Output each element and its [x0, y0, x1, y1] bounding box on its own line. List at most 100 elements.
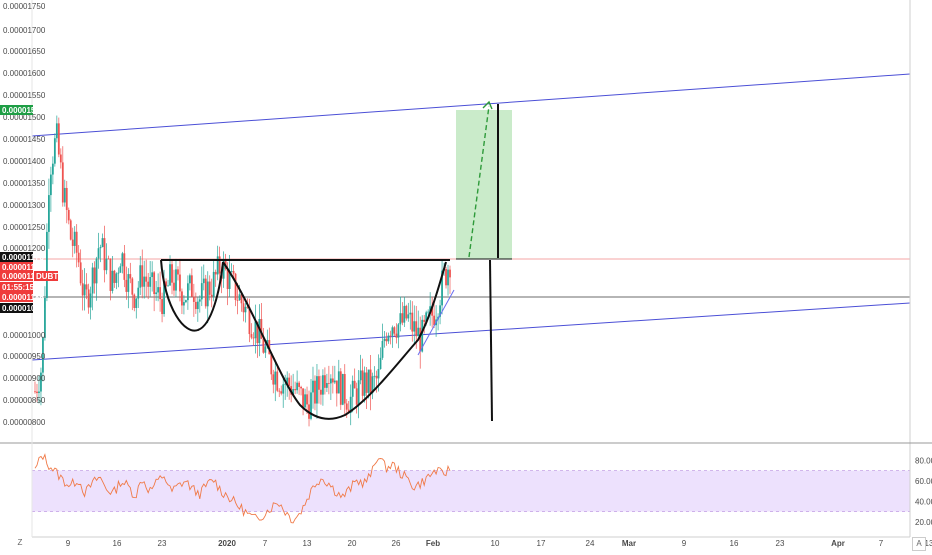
candle-body: [153, 272, 156, 295]
a-button[interactable]: A: [912, 537, 926, 551]
candle-body: [339, 371, 342, 405]
candle-body: [69, 220, 72, 240]
candle-body: [149, 277, 152, 287]
candle-body: [38, 391, 40, 394]
candle-body: [427, 311, 430, 313]
time-tick-label: 10: [491, 539, 500, 548]
candle-body: [296, 382, 299, 391]
rsi-tick-label: 40.00: [915, 497, 932, 506]
candle-body: [49, 174, 52, 196]
candle-body: [403, 305, 406, 323]
candle-body: [447, 269, 449, 286]
candle-body: [169, 264, 171, 286]
time-tick-label: 13: [303, 539, 312, 548]
price-tag-label: 0.00001175: [2, 263, 44, 272]
price-tick-label: 0.00001000: [3, 331, 46, 340]
candle-body: [375, 375, 378, 379]
support-line: [417, 289, 455, 356]
candle-body: [141, 265, 144, 287]
candle-body: [165, 281, 167, 287]
candle-body: [373, 375, 376, 377]
candle-body: [270, 354, 273, 375]
candle-body: [143, 276, 146, 287]
candle-body: [353, 380, 356, 389]
candle-body: [351, 380, 354, 397]
rsi-panel: 80.00 60.00 40.00 20.00: [32, 453, 932, 527]
price-tag: [0, 292, 33, 302]
candle-body: [47, 195, 50, 232]
candle-body: [63, 187, 66, 203]
candle-body: [379, 357, 382, 369]
candle-body: [409, 312, 412, 315]
candle-body: [381, 340, 384, 358]
candle-body: [121, 253, 124, 267]
price-tick-label: 0.00001650: [3, 47, 46, 56]
price-tick-label: 0.00001300: [3, 201, 46, 210]
candle-body: [365, 372, 368, 393]
candle-body: [51, 163, 54, 175]
time-tick-label: 23: [158, 539, 167, 548]
candle-body: [254, 321, 257, 339]
candle-body: [105, 258, 108, 271]
rsi-tick-label: 20.00: [915, 518, 932, 527]
candle-body: [167, 285, 169, 287]
candle-body: [83, 284, 86, 296]
candle-body: [157, 287, 160, 293]
candle-body: [179, 274, 181, 292]
projection-arrow: [468, 105, 490, 258]
candle-body: [349, 396, 352, 414]
projection-arrowhead: [482, 100, 493, 110]
price-tick-label: 0.00001550: [3, 91, 46, 100]
candle-body: [333, 380, 336, 383]
candle-body: [151, 272, 154, 278]
candle-body: [79, 262, 82, 284]
time-tick-label: 7: [263, 539, 268, 548]
candle-body: [325, 383, 328, 388]
candle-body: [439, 305, 441, 317]
price-panel: [31, 73, 911, 427]
candle-body: [40, 372, 42, 392]
candle-body: [234, 273, 237, 300]
candle-body: [361, 370, 364, 396]
candle-body: [244, 306, 247, 313]
time-tick-label: 13: [925, 539, 932, 548]
price-tick-label: 0.00001400: [3, 157, 46, 166]
candle-body: [87, 289, 90, 308]
candle-body: [274, 371, 277, 385]
candle-body: [73, 231, 76, 246]
candle-body: [300, 386, 302, 389]
candle-body: [343, 374, 346, 404]
candle-body: [347, 409, 350, 414]
candle-body: [55, 123, 58, 139]
candle-body: [192, 296, 195, 302]
candle-body: [61, 162, 64, 203]
price-tick-label: 0.00000900: [3, 374, 46, 383]
price-tag: [0, 282, 33, 292]
candle-body: [183, 302, 185, 306]
candle-body: [371, 376, 374, 394]
candle-body: [123, 253, 126, 280]
candle-body: [97, 248, 100, 259]
candle-body: [286, 377, 289, 384]
candle-body: [216, 256, 219, 275]
candle-body: [441, 270, 443, 306]
candle-body: [433, 315, 436, 326]
candle-body: [171, 264, 173, 283]
price-tick-label: 0.00000950: [3, 352, 46, 361]
z-button[interactable]: Z: [17, 538, 23, 547]
time-tick-label: 2020: [218, 539, 236, 548]
candle-body: [294, 389, 297, 391]
candle-body: [431, 306, 434, 316]
rsi-tick-label: 80.00: [915, 456, 932, 465]
candle-body: [327, 383, 330, 384]
candle-body: [99, 247, 102, 249]
candle-body: [232, 270, 235, 274]
candle-body: [312, 380, 314, 393]
price-tick-label: 0.00001600: [3, 69, 46, 78]
candle-body: [44, 297, 46, 338]
candle-body: [272, 374, 275, 385]
candle-body: [335, 380, 338, 394]
candle-body: [240, 294, 243, 304]
candle-body: [175, 269, 177, 291]
